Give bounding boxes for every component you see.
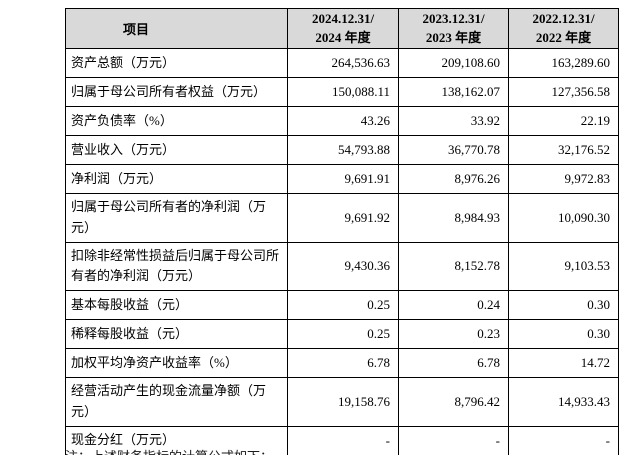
value-2022: 0.30 bbox=[508, 319, 619, 350]
row-label: 稀释每股收益（元） bbox=[65, 319, 288, 350]
value-2023: 0.23 bbox=[398, 319, 509, 350]
value-2024: 0.25 bbox=[287, 290, 399, 321]
value-2024: 54,793.88 bbox=[287, 135, 399, 165]
table-row: 资产总额（万元） 264,536.63 209,108.60 163,289.6… bbox=[65, 48, 619, 78]
value-2023: 6.78 bbox=[398, 348, 509, 379]
row-label: 资产总额（万元） bbox=[65, 48, 288, 78]
row-label: 归属于母公司所有者的净利润（万元） bbox=[65, 193, 288, 243]
row-label: 加权平均净资产收益率（%） bbox=[65, 348, 288, 379]
row-label: 资产负债率（%） bbox=[65, 106, 288, 136]
table-row: 归属于母公司所有者的净利润（万元） 9,691.92 8,984.93 10,0… bbox=[65, 193, 619, 243]
value-2024: 43.26 bbox=[287, 106, 399, 136]
value-2023: 0.24 bbox=[398, 290, 509, 321]
row-label: 扣除非经常性损益后归属于母公司所有者的净利润（万元） bbox=[65, 241, 288, 292]
header-item-column: 项目 bbox=[65, 8, 288, 49]
table-header-row: 项目 2024.12.31/ 2024 年度 2023.12.31/ 2023 … bbox=[65, 8, 619, 49]
header-2022-column: 2022.12.31/ 2022 年度 bbox=[508, 8, 619, 49]
value-2024: 9,691.92 bbox=[287, 193, 399, 243]
value-2024: 6.78 bbox=[287, 348, 399, 379]
table-row: 净利润（万元） 9,691.91 8,976.26 9,972.83 bbox=[65, 164, 619, 194]
row-label: 现金分红（万元） bbox=[65, 425, 288, 455]
header-2024-column: 2024.12.31/ 2024 年度 bbox=[287, 8, 399, 49]
table-row: 经营活动产生的现金流量净额（万元） 19,158.76 8,796.42 14,… bbox=[65, 377, 619, 427]
value-2024: 19,158.76 bbox=[287, 377, 399, 427]
value-2022: 127,356.58 bbox=[508, 77, 619, 107]
value-2022: 9,972.83 bbox=[508, 164, 619, 194]
value-2024: 0.25 bbox=[287, 319, 399, 350]
value-2022: - bbox=[508, 425, 619, 455]
row-label: 归属于母公司所有者权益（万元） bbox=[65, 77, 288, 107]
value-2022: 14,933.43 bbox=[508, 377, 619, 427]
value-2023: 8,152.78 bbox=[398, 241, 509, 292]
value-2024: 9,691.91 bbox=[287, 164, 399, 194]
table-row: 营业收入（万元） 54,793.88 36,770.78 32,176.52 bbox=[65, 135, 619, 165]
value-2022: 163,289.60 bbox=[508, 48, 619, 78]
table-row: 现金分红（万元） - - - bbox=[65, 425, 619, 455]
table-row: 归属于母公司所有者权益（万元） 150,088.11 138,162.07 12… bbox=[65, 77, 619, 107]
value-2023: 33.92 bbox=[398, 106, 509, 136]
table-row: 资产负债率（%） 43.26 33.92 22.19 bbox=[65, 106, 619, 136]
header-2023-column: 2023.12.31/ 2023 年度 bbox=[398, 8, 509, 49]
value-2023: 36,770.78 bbox=[398, 135, 509, 165]
financial-summary-table: 项目 2024.12.31/ 2024 年度 2023.12.31/ 2023 … bbox=[65, 8, 619, 455]
value-2023: 8,796.42 bbox=[398, 377, 509, 427]
value-2022: 22.19 bbox=[508, 106, 619, 136]
value-2024: 264,536.63 bbox=[287, 48, 399, 78]
value-2023: 209,108.60 bbox=[398, 48, 509, 78]
value-2022: 9,103.53 bbox=[508, 241, 619, 292]
value-2023: 8,984.93 bbox=[398, 193, 509, 243]
value-2023: 8,976.26 bbox=[398, 164, 509, 194]
table-row: 加权平均净资产收益率（%） 6.78 6.78 14.72 bbox=[65, 348, 619, 379]
value-2024: 9,430.36 bbox=[287, 241, 399, 292]
table-row: 稀释每股收益（元） 0.25 0.23 0.30 bbox=[65, 319, 619, 350]
table-row: 基本每股收益（元） 0.25 0.24 0.30 bbox=[65, 290, 619, 321]
row-label: 净利润（万元） bbox=[65, 164, 288, 194]
value-2022: 14.72 bbox=[508, 348, 619, 379]
footnote: 注：上述财务指标的计算公式如下： bbox=[65, 446, 273, 455]
value-2022: 32,176.52 bbox=[508, 135, 619, 165]
value-2022: 10,090.30 bbox=[508, 193, 619, 243]
value-2024: - bbox=[287, 425, 399, 455]
value-2023: - bbox=[398, 425, 509, 455]
row-label: 基本每股收益（元） bbox=[65, 290, 288, 321]
value-2024: 150,088.11 bbox=[287, 77, 399, 107]
table-row: 扣除非经常性损益后归属于母公司所有者的净利润（万元） 9,430.36 8,15… bbox=[65, 241, 619, 292]
value-2023: 138,162.07 bbox=[398, 77, 509, 107]
row-label: 经营活动产生的现金流量净额（万元） bbox=[65, 377, 288, 427]
row-label: 营业收入（万元） bbox=[65, 135, 288, 165]
value-2022: 0.30 bbox=[508, 290, 619, 321]
